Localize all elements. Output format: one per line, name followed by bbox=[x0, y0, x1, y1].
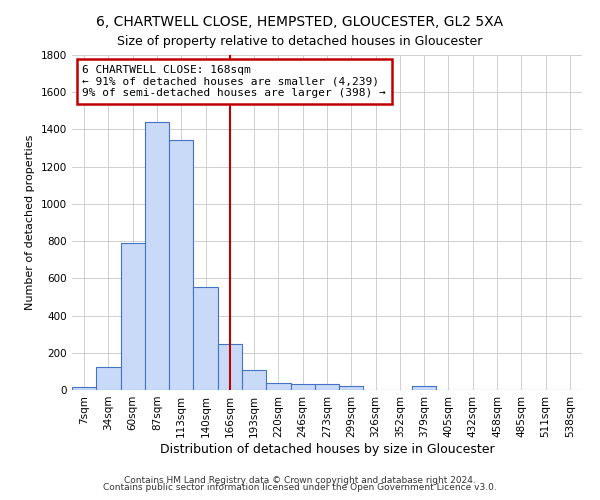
Bar bbox=[315, 384, 339, 390]
Bar bbox=[96, 366, 121, 390]
Text: 6 CHARTWELL CLOSE: 168sqm
← 91% of detached houses are smaller (4,239)
9% of sem: 6 CHARTWELL CLOSE: 168sqm ← 91% of detac… bbox=[82, 65, 386, 98]
Bar bbox=[290, 384, 315, 390]
Text: Contains HM Land Registry data © Crown copyright and database right 2024.: Contains HM Land Registry data © Crown c… bbox=[124, 476, 476, 485]
Text: Contains public sector information licensed under the Open Government Licence v3: Contains public sector information licen… bbox=[103, 484, 497, 492]
Bar bbox=[72, 387, 96, 390]
Bar bbox=[218, 344, 242, 390]
X-axis label: Distribution of detached houses by size in Gloucester: Distribution of detached houses by size … bbox=[160, 442, 494, 456]
Y-axis label: Number of detached properties: Number of detached properties bbox=[25, 135, 35, 310]
Bar bbox=[121, 243, 145, 390]
Bar bbox=[193, 286, 218, 390]
Text: 6, CHARTWELL CLOSE, HEMPSTED, GLOUCESTER, GL2 5XA: 6, CHARTWELL CLOSE, HEMPSTED, GLOUCESTER… bbox=[97, 15, 503, 29]
Bar bbox=[242, 370, 266, 390]
Bar bbox=[169, 140, 193, 390]
Bar bbox=[145, 122, 169, 390]
Text: Size of property relative to detached houses in Gloucester: Size of property relative to detached ho… bbox=[118, 35, 482, 48]
Bar bbox=[339, 386, 364, 390]
Bar bbox=[412, 386, 436, 390]
Bar bbox=[266, 384, 290, 390]
